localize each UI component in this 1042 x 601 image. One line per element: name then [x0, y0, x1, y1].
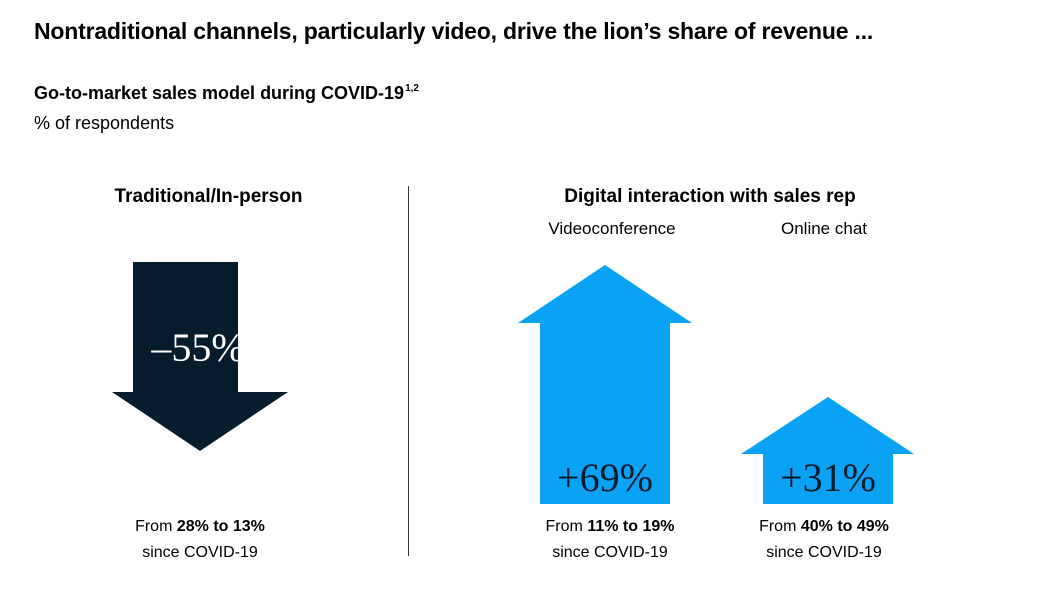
increase-arrow-videoconference: [518, 265, 692, 504]
label-online-chat: Online chat: [781, 219, 867, 238]
note-prefix: From: [545, 518, 588, 535]
note-videoconference: From 11% to 19% since COVID-19: [510, 514, 710, 566]
note-range: 28% to 13%: [176, 518, 265, 535]
note-suffix: since COVID-19: [142, 544, 258, 561]
note-online-chat: From 40% to 49% since COVID-19: [724, 514, 924, 566]
change-label-traditional: –55%: [151, 325, 245, 370]
change-label-online-chat: +31%: [780, 455, 876, 500]
note-suffix: since COVID-19: [766, 544, 882, 561]
decrease-arrow-traditional: [112, 262, 288, 451]
group-divider: [408, 186, 409, 556]
note-prefix: From: [759, 518, 801, 535]
note-suffix: since COVID-19: [552, 544, 668, 561]
label-videoconference: Videoconference: [548, 219, 676, 238]
chart-subtitle: Go-to-market sales model during COVID-19…: [34, 83, 419, 104]
subtitle-text: Go-to-market sales model during COVID-19: [34, 83, 405, 103]
group-heading-traditional: Traditional/In-person: [114, 186, 303, 207]
note-traditional: From 28% to 13% since COVID-19: [100, 514, 300, 566]
group-heading-digital: Digital interaction with sales rep: [564, 186, 856, 207]
note-range: 11% to 19%: [587, 518, 675, 535]
change-label-videoconference: +69%: [557, 455, 653, 500]
note-range: 40% to 49%: [800, 518, 889, 535]
increase-arrow-online-chat: [741, 397, 914, 504]
subtitle-footnote: 1,2: [405, 83, 419, 94]
chart-title: Nontraditional channels, particularly vi…: [34, 18, 874, 44]
note-prefix: From: [135, 518, 177, 535]
units-label: % of respondents: [34, 113, 175, 133]
